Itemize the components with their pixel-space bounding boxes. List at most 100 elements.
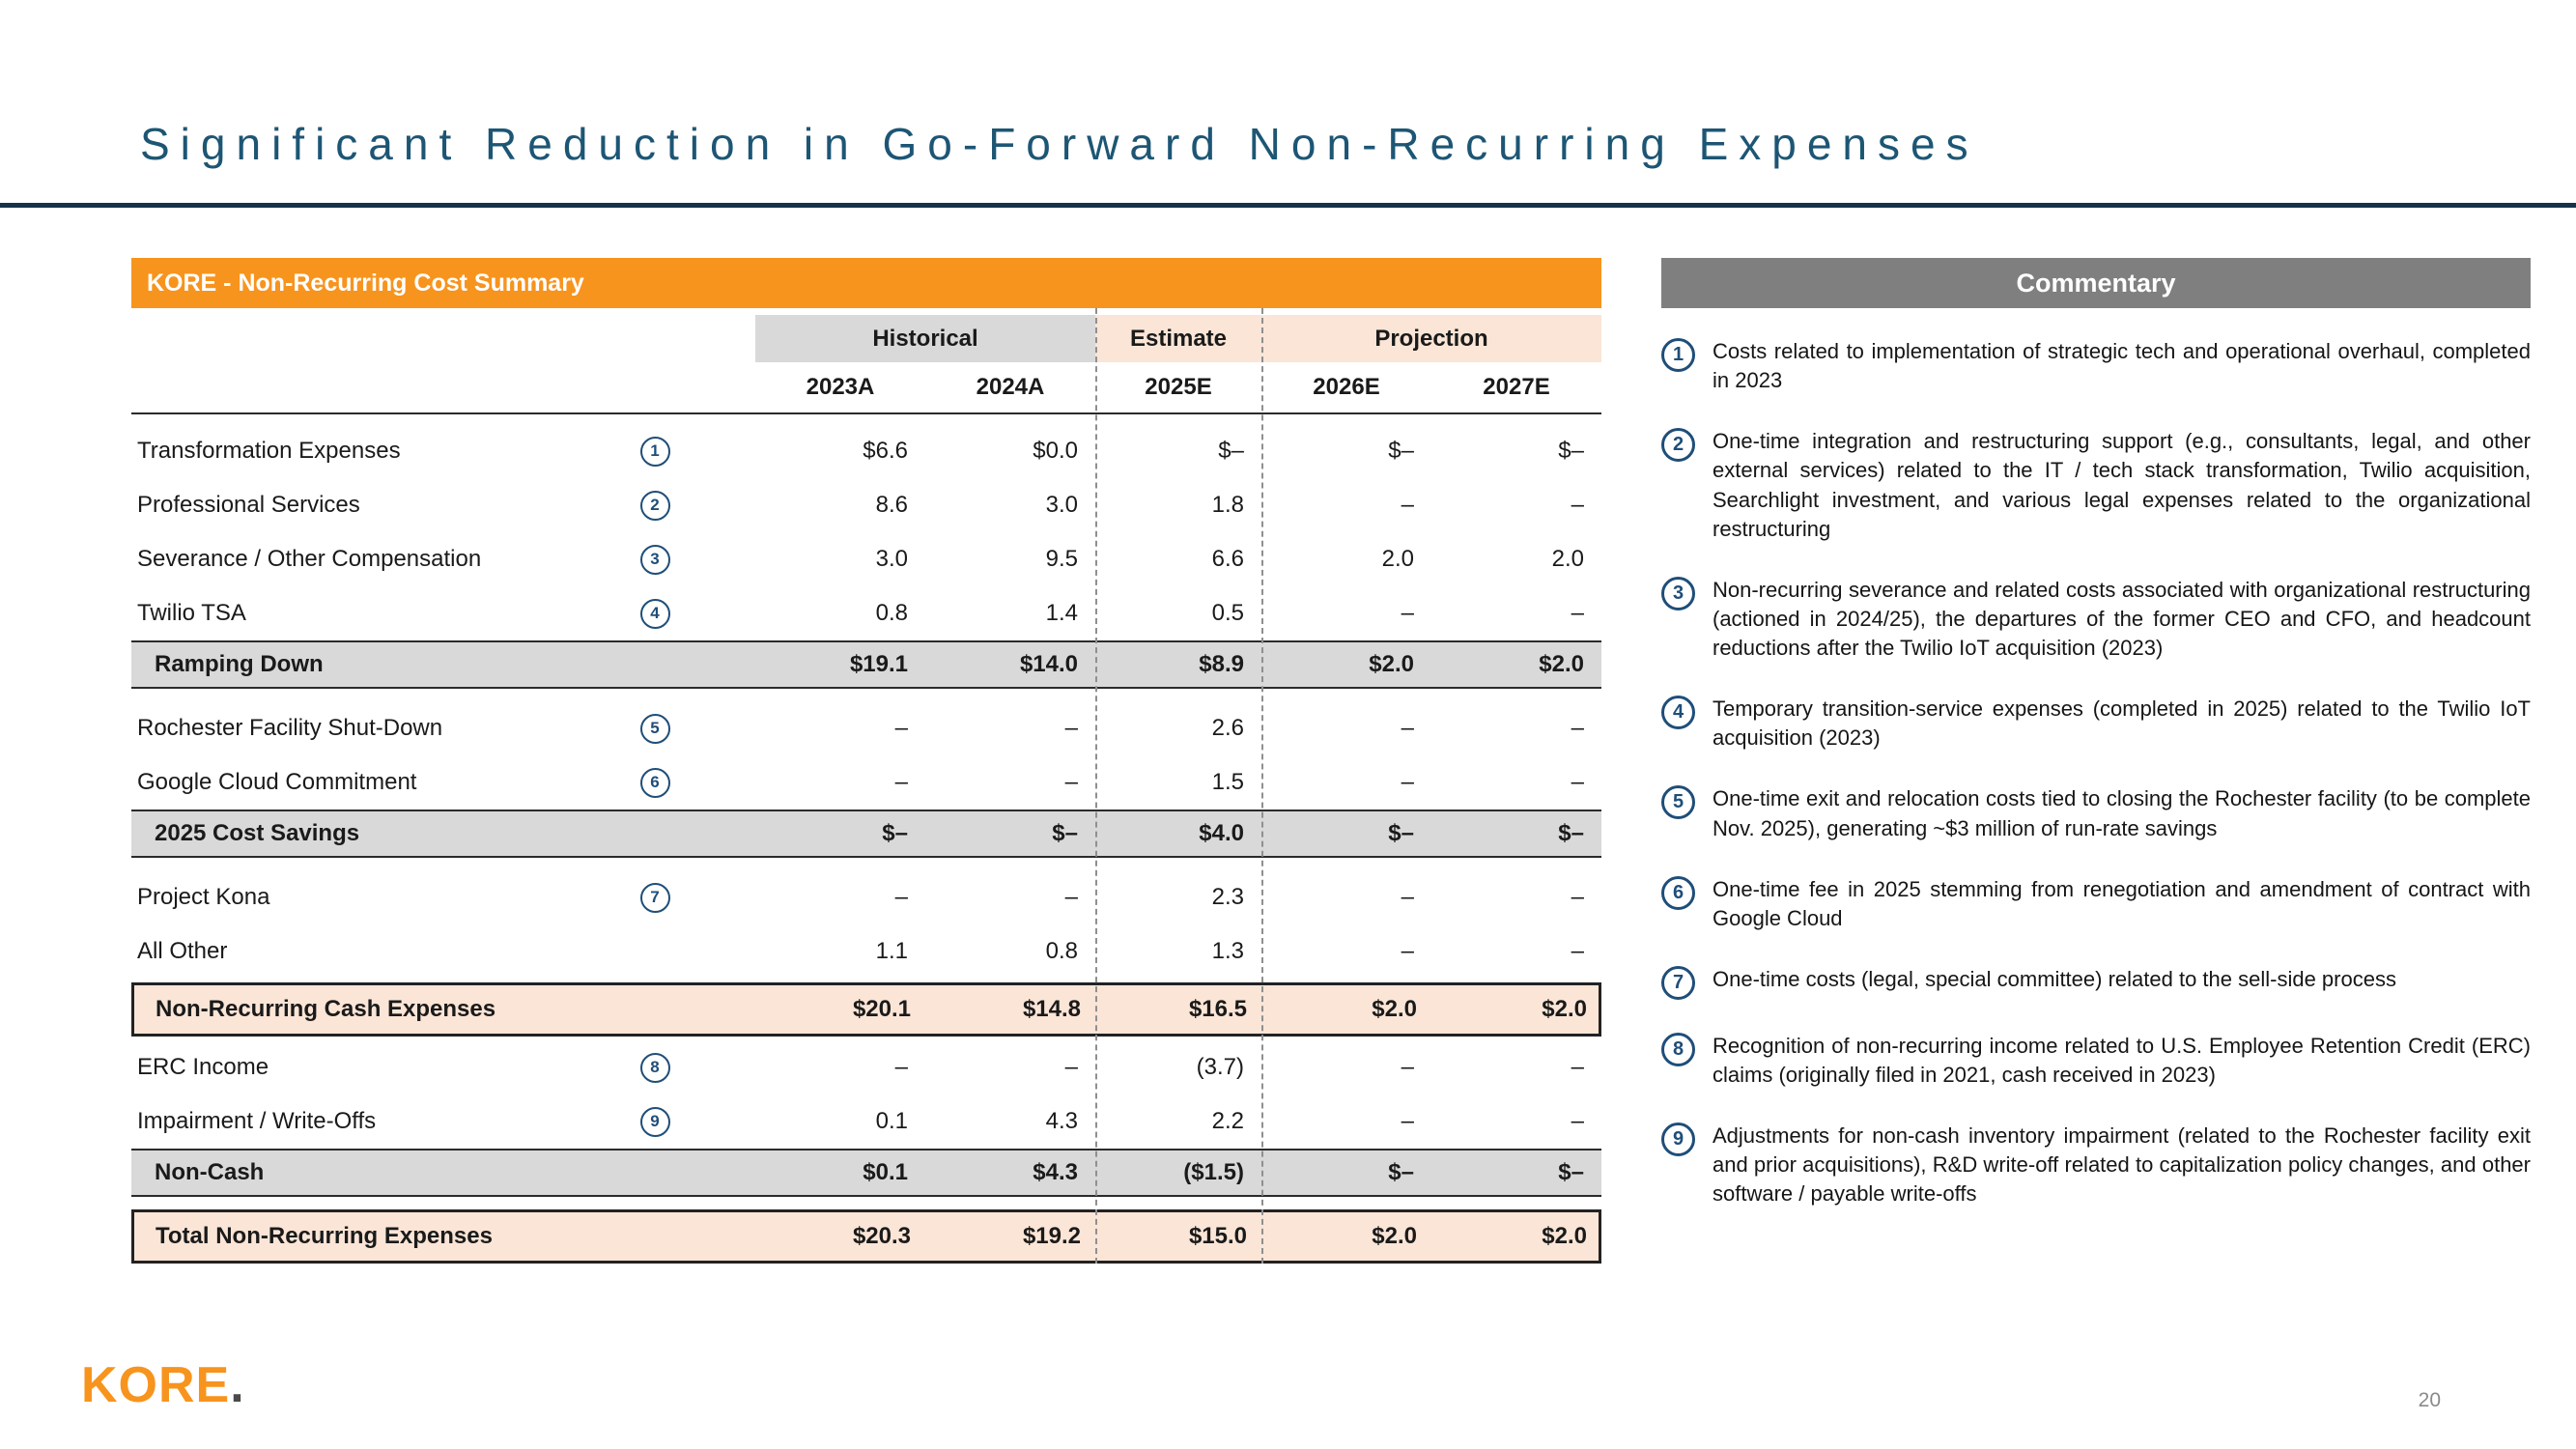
- value-cell: $19.2: [1022, 1223, 1081, 1249]
- commentary-text: One-time integration and restructuring s…: [1713, 429, 2531, 541]
- row-label: ERC Income: [137, 1054, 269, 1080]
- value-cell: –: [1401, 938, 1414, 964]
- value-cell: $14.8: [1022, 996, 1081, 1022]
- value-cell: –: [1571, 715, 1584, 741]
- value-cell: 1.5: [1211, 769, 1244, 795]
- table-row: ERC Income 8 – – (3.7) – –: [131, 1040, 1601, 1094]
- highlight-row: Non-Recurring Cash Expenses $20.1 $14.8 …: [131, 982, 1601, 1037]
- note-circle: 1: [639, 436, 670, 467]
- column-divider-dashed: [1095, 308, 1097, 1264]
- value-cell: –: [894, 715, 908, 741]
- year-header-row: 2023A 2024A 2025E 2026E 2027E: [131, 362, 1601, 414]
- commentary-title: Commentary: [2016, 268, 2176, 298]
- commentary-item: 3 Non-recurring severance and related co…: [1661, 576, 2531, 663]
- subtotal-row: Ramping Down $19.1 $14.0 $8.9 $2.0 $2.0: [131, 640, 1601, 689]
- row-label: Total Non-Recurring Expenses: [156, 1223, 493, 1249]
- row-label: 2025 Cost Savings: [155, 820, 360, 846]
- year-header: 2025E: [1145, 374, 1212, 400]
- note-circle: 9: [639, 1106, 670, 1137]
- row-label: Twilio TSA: [137, 600, 246, 626]
- row-label: Severance / Other Compensation: [137, 546, 482, 572]
- year-header: 2024A: [976, 374, 1045, 400]
- year-header: 2023A: [806, 374, 875, 400]
- note-circle: 6: [639, 767, 670, 798]
- commentary-number-circle: 9: [1661, 1122, 1695, 1157]
- commentary-number-circle: 8: [1661, 1032, 1695, 1066]
- cost-summary-table: KORE - Non-Recurring Cost Summary Histor…: [131, 258, 1601, 1264]
- note-circle: 3: [639, 544, 670, 575]
- column-divider-dashed: [1261, 308, 1263, 1264]
- value-cell: $2.0: [1369, 651, 1414, 677]
- row-label: Google Cloud Commitment: [137, 769, 417, 795]
- value-cell: $2.0: [1372, 1223, 1417, 1249]
- value-cell: $15.0: [1188, 1223, 1247, 1249]
- table-row: Google Cloud Commitment 6 – – 1.5 – –: [131, 755, 1601, 810]
- commentary-item: 9 Adjustments for non-cash inventory imp…: [1661, 1122, 2531, 1208]
- value-cell: 2.3: [1211, 884, 1244, 910]
- value-cell: 1.3: [1211, 938, 1244, 964]
- commentary-number-circle: 1: [1661, 338, 1695, 372]
- value-cell: $20.1: [852, 996, 911, 1022]
- value-cell: $2.0: [1542, 996, 1587, 1022]
- kore-logo-text: KORE: [81, 1357, 231, 1413]
- row-label: Impairment / Write-Offs: [137, 1108, 377, 1134]
- table-row: Professional Services 2 8.6 3.0 1.8 – –: [131, 478, 1601, 532]
- table-title-bar: KORE - Non-Recurring Cost Summary: [131, 258, 1601, 308]
- value-cell: $4.0: [1199, 820, 1244, 846]
- commentary-text: Non-recurring severance and related cost…: [1713, 577, 2531, 660]
- note-circle: 8: [639, 1052, 670, 1083]
- value-cell: 0.8: [875, 600, 908, 626]
- commentary-text: One-time costs (legal, special committee…: [1713, 966, 2396, 991]
- table-row: Twilio TSA 4 0.8 1.4 0.5 – –: [131, 586, 1601, 640]
- year-header: 2027E: [1483, 374, 1550, 400]
- row-label: All Other: [137, 938, 228, 964]
- commentary-number-circle: 5: [1661, 785, 1695, 820]
- row-label: Non-Cash: [155, 1159, 265, 1185]
- value-cell: –: [1401, 1108, 1414, 1134]
- commentary-item: 6 One-time fee in 2025 stemming from ren…: [1661, 875, 2531, 933]
- commentary-text: Costs related to implementation of strat…: [1713, 339, 2531, 393]
- value-cell: $2.0: [1542, 1223, 1587, 1249]
- value-cell: –: [1401, 600, 1414, 626]
- commentary-item: 2 One-time integration and restructuring…: [1661, 427, 2531, 544]
- value-cell: $–: [1558, 1159, 1584, 1185]
- commentary-item: 5 One-time exit and relocation costs tie…: [1661, 784, 2531, 842]
- row-label: Non-Recurring Cash Expenses: [156, 996, 496, 1022]
- value-cell: 3.0: [1045, 492, 1078, 518]
- value-cell: 1.4: [1045, 600, 1078, 626]
- value-cell: 6.6: [1211, 546, 1244, 572]
- value-cell: –: [1064, 715, 1078, 741]
- table-row: Impairment / Write-Offs 9 0.1 4.3 2.2 – –: [131, 1094, 1601, 1149]
- value-cell: 2.6: [1211, 715, 1244, 741]
- commentary-item: 8 Recognition of non-recurring income re…: [1661, 1032, 2531, 1090]
- kore-logo-dot: .: [230, 1357, 245, 1413]
- value-cell: –: [1064, 769, 1078, 795]
- row-label: Professional Services: [137, 492, 360, 518]
- commentary-panel: Commentary 1 Costs related to implementa…: [1661, 258, 2531, 1209]
- value-cell: ($1.5): [1183, 1159, 1244, 1185]
- value-cell: 0.5: [1211, 600, 1244, 626]
- value-cell: $14.0: [1019, 651, 1078, 677]
- value-cell: $2.0: [1539, 651, 1584, 677]
- value-cell: –: [1064, 1054, 1078, 1080]
- commentary-text: One-time fee in 2025 stemming from reneg…: [1713, 876, 2531, 930]
- note-circle: 5: [639, 713, 670, 744]
- value-cell: 2.0: [1551, 546, 1584, 572]
- row-label: Project Kona: [137, 884, 270, 910]
- value-cell: $–: [1388, 438, 1414, 464]
- value-cell: –: [894, 1054, 908, 1080]
- value-cell: $19.1: [849, 651, 908, 677]
- value-cell: 3.0: [875, 546, 908, 572]
- table-row: Rochester Facility Shut-Down 5 – – 2.6 – …: [131, 701, 1601, 755]
- value-cell: $8.9: [1199, 651, 1244, 677]
- value-cell: $–: [1388, 820, 1414, 846]
- value-cell: 9.5: [1045, 546, 1078, 572]
- value-cell: –: [1064, 884, 1078, 910]
- column-group-historical: Historical: [755, 315, 1095, 362]
- value-cell: –: [1401, 1054, 1414, 1080]
- value-cell: $16.5: [1188, 996, 1247, 1022]
- value-cell: –: [1571, 1108, 1584, 1134]
- row-label: Ramping Down: [155, 651, 324, 677]
- value-cell: 0.8: [1045, 938, 1078, 964]
- value-cell: 8.6: [875, 492, 908, 518]
